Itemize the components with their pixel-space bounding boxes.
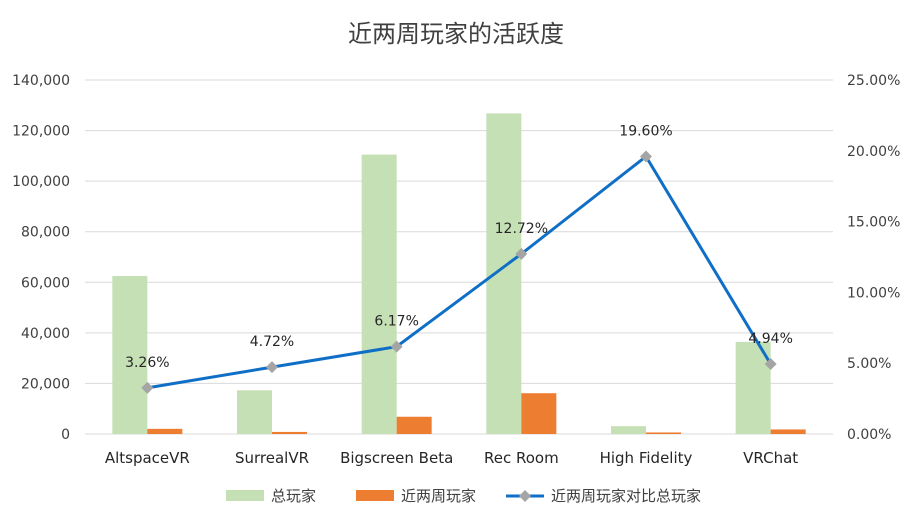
y-left-tick-label: 0 xyxy=(61,427,70,443)
bar xyxy=(486,113,522,435)
data-label: 3.26% xyxy=(125,355,169,371)
legend: 总玩家 近两周玩家 近两周玩家对比总玩家 xyxy=(226,487,701,505)
chart-title: 近两周玩家的活跃度 xyxy=(348,20,564,48)
data-label: 4.94% xyxy=(748,331,792,347)
bars xyxy=(112,113,806,435)
x-category-label: VRChat xyxy=(743,449,798,467)
legend-label: 总玩家 xyxy=(271,487,316,505)
data-label: 4.72% xyxy=(250,334,294,350)
gridlines xyxy=(85,79,833,435)
bar xyxy=(611,426,646,434)
y-right-tick-label: 5.00% xyxy=(847,356,891,372)
y-left-tick-label: 120,000 xyxy=(12,124,70,140)
bar xyxy=(147,428,183,434)
y-left-tick-label: 40,000 xyxy=(21,326,70,342)
data-point xyxy=(640,150,652,163)
series-line xyxy=(147,154,772,390)
bar xyxy=(521,393,557,434)
bar xyxy=(112,275,148,434)
legend-label: 近两周玩家对比总玩家 xyxy=(551,487,701,505)
legend-label: 近两周玩家 xyxy=(401,487,476,505)
y-right-tick-label: 20.00% xyxy=(847,144,900,160)
y-left-tick-label: 60,000 xyxy=(21,275,70,291)
y-left-tick-label: 20,000 xyxy=(21,376,70,392)
data-point xyxy=(266,361,278,374)
data-label: 6.17% xyxy=(374,314,418,330)
data-label: 12.72% xyxy=(495,221,548,237)
data-point xyxy=(390,340,403,353)
bar xyxy=(646,432,681,434)
bar xyxy=(770,429,806,434)
bar xyxy=(396,416,432,434)
data-point xyxy=(764,358,777,371)
left-axis: 0 20,000 40,000 60,000 80,000 100,000 120,000 1… xyxy=(12,73,70,443)
x-category-label: High Fidelity xyxy=(600,449,693,467)
x-category-label: AltspaceVR xyxy=(105,449,190,467)
legend-swatch xyxy=(226,490,264,501)
bar xyxy=(735,341,771,434)
data-label: 19.60% xyxy=(619,123,672,139)
legend-marker xyxy=(519,490,531,502)
bar xyxy=(272,431,307,434)
right-axis: 0.00% 5.00% 10.00% 15.00% 20.00% 25.00% xyxy=(847,73,900,443)
y-right-tick-label: 25.00% xyxy=(847,73,900,89)
data-point xyxy=(141,381,154,394)
x-category-label: SurrealVR xyxy=(235,449,309,467)
x-category-label: Rec Room xyxy=(484,449,559,467)
x-axis: AltspaceVR SurrealVR Bigscreen Beta Rec Roo… xyxy=(105,449,798,467)
y-right-tick-label: 15.00% xyxy=(847,215,900,231)
y-left-tick-label: 140,000 xyxy=(12,73,70,89)
y-right-tick-label: 10.00% xyxy=(847,285,900,301)
ratio-line: 3.26% 4.72% 6.17% 12.72% 19.60% 4.94% xyxy=(125,123,793,394)
x-category-label: Bigscreen Beta xyxy=(340,449,453,467)
legend-swatch xyxy=(356,490,394,501)
y-right-tick-label: 0.00% xyxy=(847,427,891,443)
y-left-tick-label: 80,000 xyxy=(21,225,70,241)
y-left-tick-label: 100,000 xyxy=(12,174,70,190)
bar xyxy=(361,154,397,435)
data-point xyxy=(515,247,528,260)
bar xyxy=(237,390,272,434)
